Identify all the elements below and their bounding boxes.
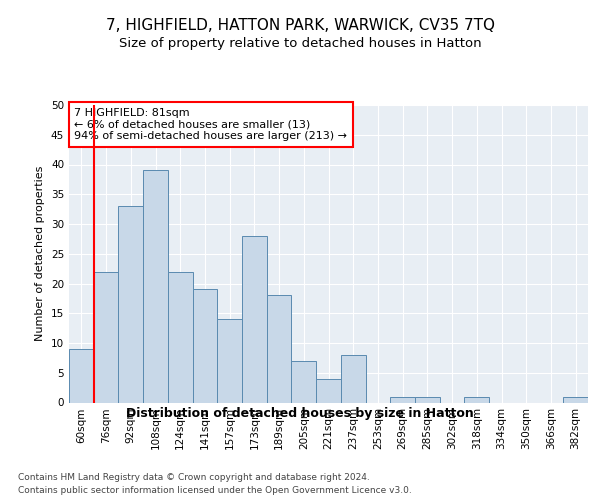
Bar — [267, 296, 292, 403]
Bar — [217, 319, 242, 402]
Bar — [193, 290, 217, 403]
Text: Contains public sector information licensed under the Open Government Licence v3: Contains public sector information licen… — [18, 486, 412, 495]
Bar — [415, 396, 440, 402]
Bar — [563, 396, 588, 402]
Text: Contains HM Land Registry data © Crown copyright and database right 2024.: Contains HM Land Registry data © Crown c… — [18, 472, 370, 482]
Text: 7 HIGHFIELD: 81sqm
← 6% of detached houses are smaller (13)
94% of semi-detached: 7 HIGHFIELD: 81sqm ← 6% of detached hous… — [74, 108, 347, 141]
Bar — [69, 349, 94, 403]
Bar — [242, 236, 267, 402]
Y-axis label: Number of detached properties: Number of detached properties — [35, 166, 46, 342]
Bar — [390, 396, 415, 402]
Bar — [168, 272, 193, 402]
Text: Distribution of detached houses by size in Hatton: Distribution of detached houses by size … — [126, 408, 474, 420]
Bar — [341, 355, 365, 403]
Bar — [316, 378, 341, 402]
Bar — [118, 206, 143, 402]
Bar — [143, 170, 168, 402]
Bar — [292, 361, 316, 403]
Bar — [94, 272, 118, 402]
Text: 7, HIGHFIELD, HATTON PARK, WARWICK, CV35 7TQ: 7, HIGHFIELD, HATTON PARK, WARWICK, CV35… — [106, 18, 494, 32]
Text: Size of property relative to detached houses in Hatton: Size of property relative to detached ho… — [119, 38, 481, 51]
Bar — [464, 396, 489, 402]
